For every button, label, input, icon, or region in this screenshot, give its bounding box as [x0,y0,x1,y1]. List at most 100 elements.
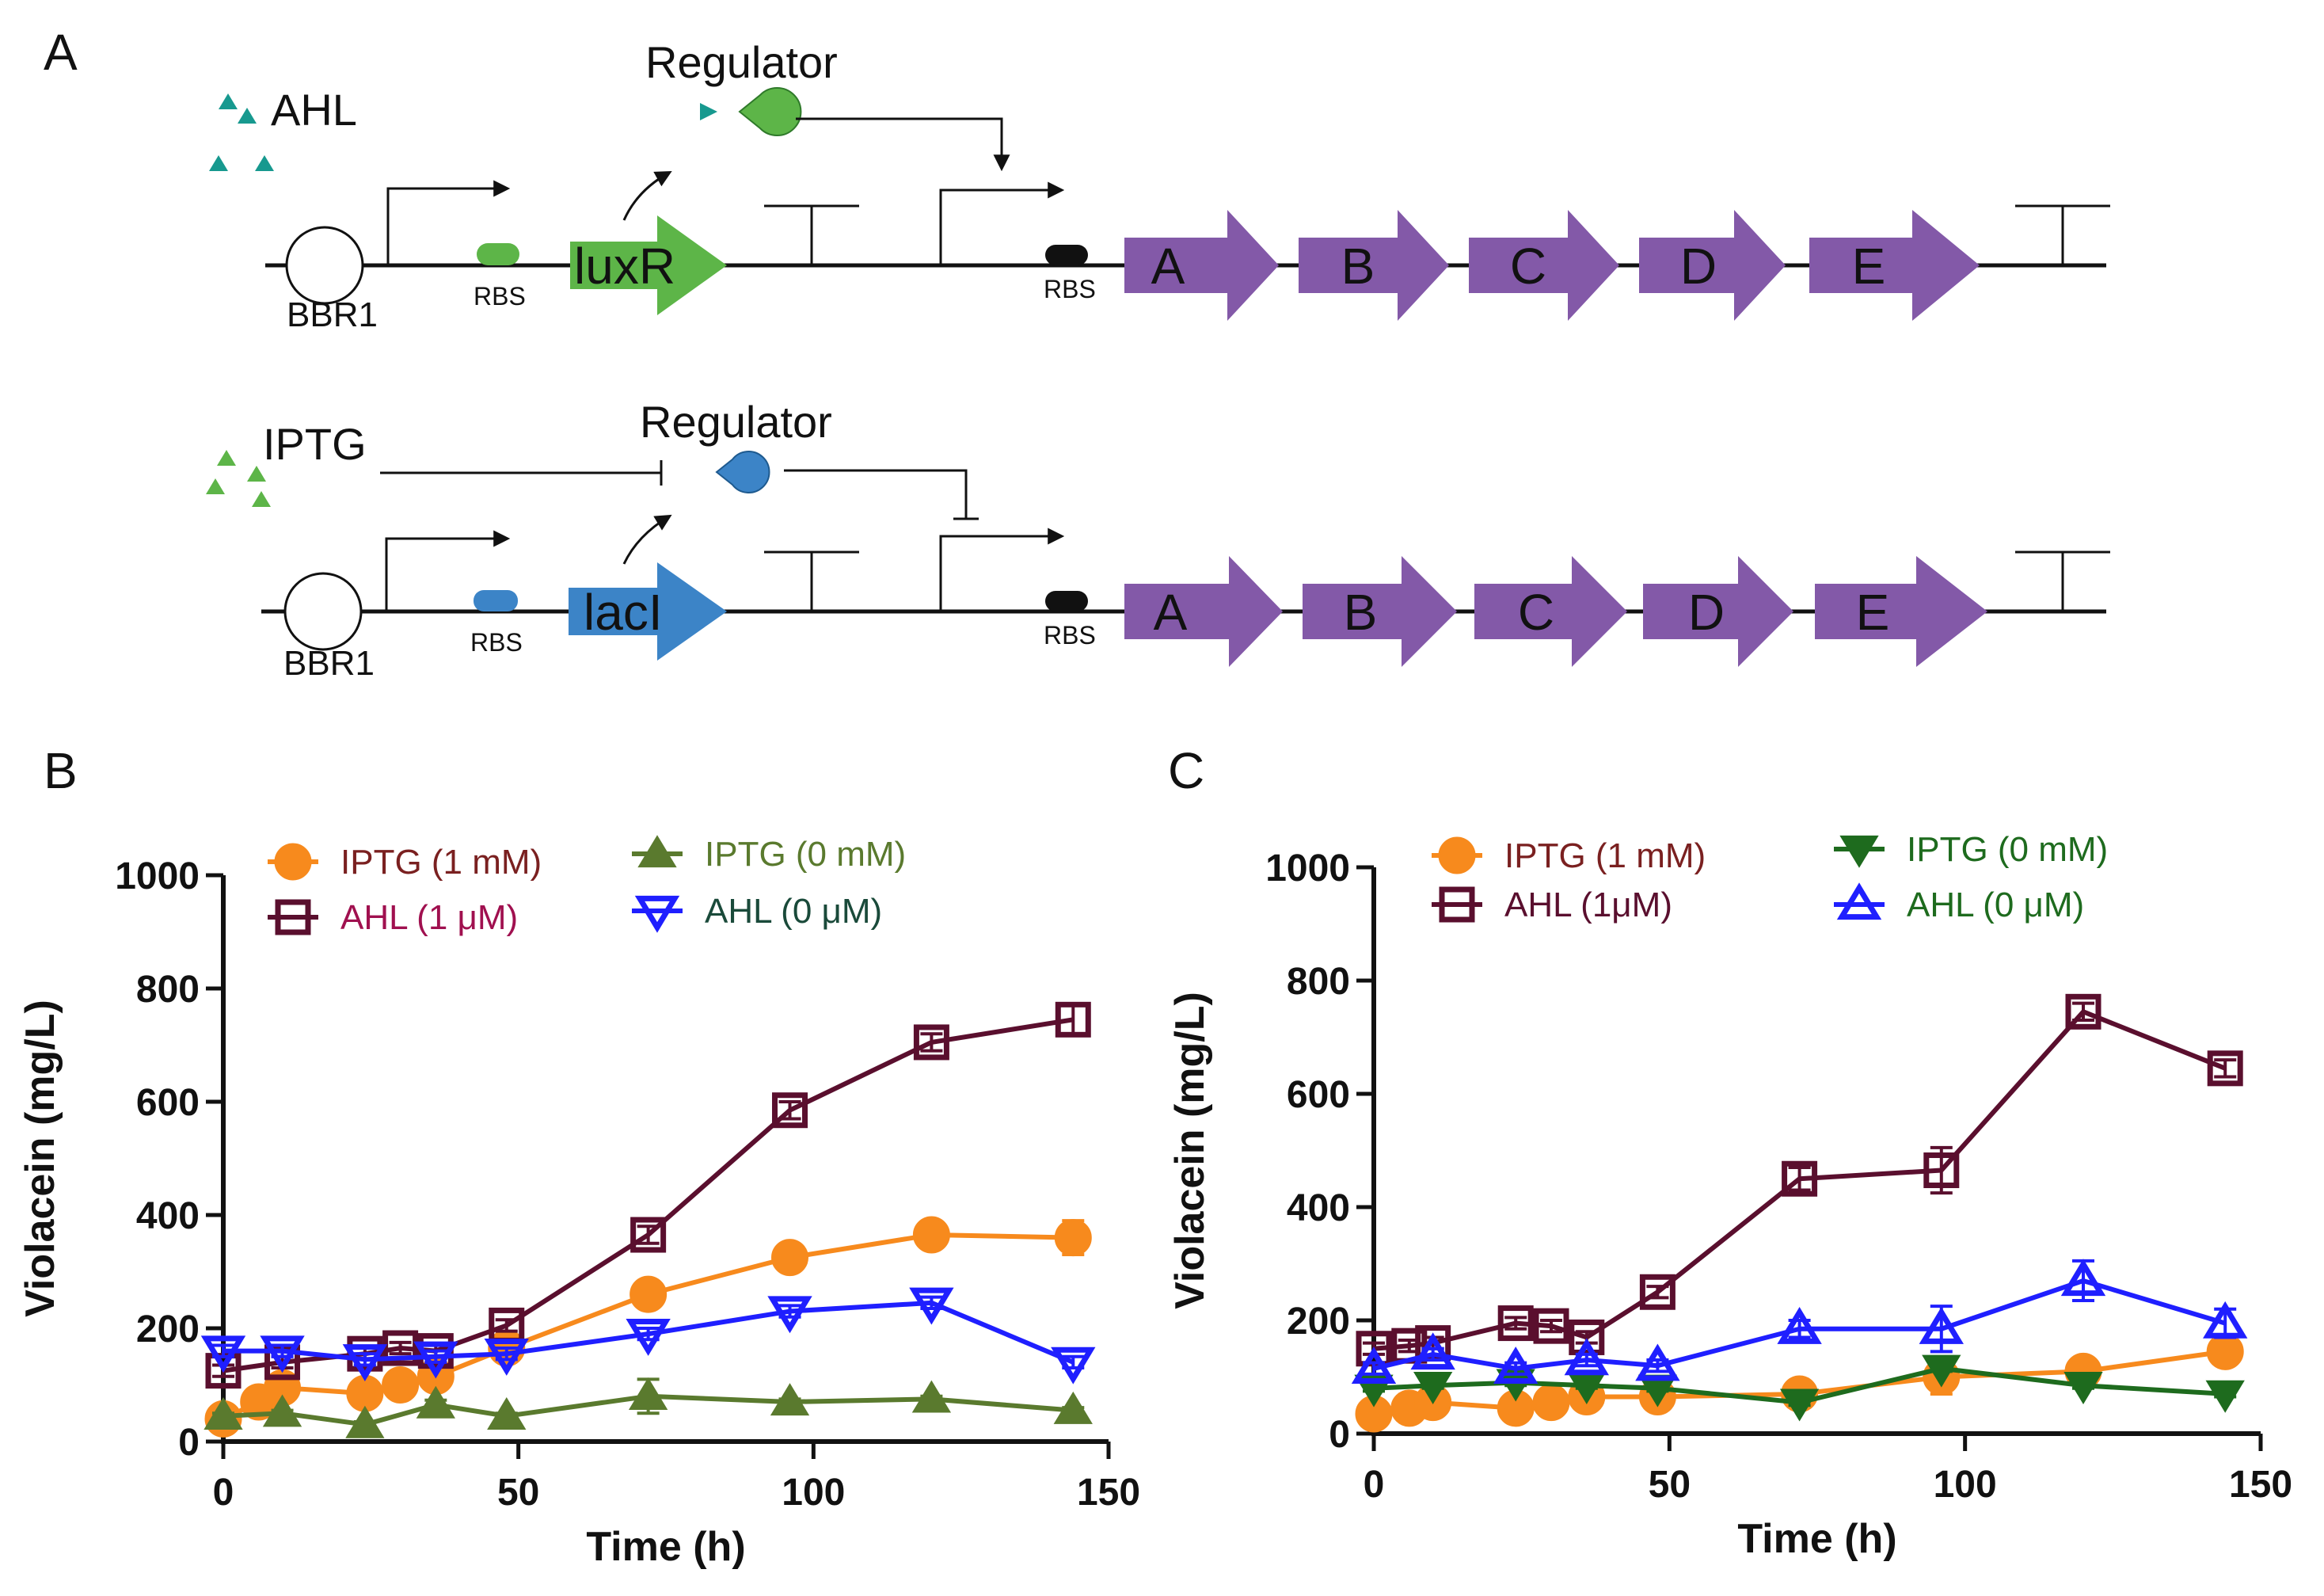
data-point-10 [2206,1332,2244,1370]
legend-label: AHL (0 μM) [705,892,882,931]
y-tick-label: 1000 [1265,848,1350,889]
legend-label: IPTG (1 mM) [340,843,542,882]
laci-regulator-protein-icon [715,451,770,493]
data-point-1 [1413,1372,1453,1405]
panel-label-a: A [44,24,78,81]
data-point-8 [1923,1152,1960,1189]
promoter-2a [385,530,511,611]
legend-label: AHL (1μM) [1504,886,1672,924]
panel-label-c: C [1168,742,1204,799]
panel-label-b: B [44,742,78,799]
data-point-legend [1839,835,1879,868]
regulator-label-1: Regulator [645,37,838,87]
data-point-6 [1922,1354,1961,1388]
gene-c-1 [1469,210,1619,321]
data-point-legend [1836,882,1882,920]
x-tick-label: 100 [1934,1464,1997,1506]
data-point-4 [1635,1343,1680,1381]
y-axis-label: Violacein (mg/L) [1167,992,1213,1309]
data-point-8 [1051,1347,1096,1385]
series-3 [200,1287,1096,1385]
data-point-6 [770,1383,810,1416]
data-point-3 [1564,1338,1609,1376]
data-point-legend [1439,886,1475,923]
data-point-4 [1532,1384,1570,1422]
ahl-inducer-label: AHL [271,85,357,135]
gene-d-label-1: D [1680,238,1717,295]
activation-arrow-1 [796,117,1010,172]
rbs-2b [1045,591,1088,611]
y-tick-label: 400 [136,1195,200,1237]
laci-gene [569,562,727,661]
data-point-3 [1497,1305,1534,1342]
data-point-7 [2060,1259,2106,1297]
data-point-7 [1782,1160,1818,1197]
data-point-6 [1639,1274,1675,1310]
repression-line-2 [784,469,979,520]
rbs-label-1a: RBS [474,282,526,310]
legend-entry-1: IPTG (0 mM) [1834,830,2108,869]
iptg-molecules-icon [206,450,271,507]
luxr-gene-label: luxR [574,238,675,295]
data-point-legend [1438,836,1476,874]
data-point-legend [274,843,312,881]
series-line [223,1300,1075,1365]
gene-e-label-1: E [1852,238,1886,295]
gene-d-label-2: D [1688,584,1725,641]
x-tick-label: 50 [497,1472,539,1514]
bbr1-origin-2 [283,572,363,651]
data-point-4 [382,1366,420,1404]
data-point-2 [1493,1347,1539,1384]
y-tick-label: 0 [1329,1414,1350,1456]
data-point-0 [200,1335,246,1373]
y-tick-label: 200 [1287,1301,1350,1343]
data-point-2 [345,1405,385,1438]
data-point-7 [772,1092,808,1129]
data-point-3 [382,1330,419,1366]
bbr1-label-1: BBR1 [287,295,378,334]
legend-entry-0: IPTG (1 mM) [1432,836,1706,875]
data-point-legend [275,899,311,935]
iptg-inhibition-line [380,460,663,486]
data-point-legend [637,835,677,868]
promoter-1a [386,180,511,265]
data-point-9 [912,1216,950,1254]
legend-label: IPTG (1 mM) [1504,836,1706,875]
gene-b-2 [1303,556,1457,667]
data-point-5 [1777,1307,1822,1344]
bbr1-origin-1 [285,226,364,305]
gene-e-2 [1815,556,1987,667]
laci-gene-label: lacI [584,584,663,641]
series-2 [1356,993,2243,1367]
data-point-4 [1533,1308,1569,1344]
data-point-5 [628,1377,668,1410]
expression-arrow-2 [622,514,672,565]
data-point-3 [416,1385,455,1419]
data-point-legend [634,895,680,933]
gene-c-2 [1474,556,1627,667]
legend-entry-3: AHL (0 μM) [1834,882,2084,924]
terminator-2a [764,550,859,611]
x-tick-label: 100 [782,1472,845,1514]
chart-panel-b: 0 200 400 600 800 1000 0 50 100 150 Time (h) Violac… [17,835,1140,1570]
y-tick-label: 800 [136,969,200,1011]
data-point-1 [260,1335,305,1373]
rbs-label-2a: RBS [470,628,523,657]
data-point-7 [629,1275,668,1313]
legend-label: IPTG (0 mM) [1907,830,2108,869]
series-3 [1351,1259,2248,1384]
rbs-label-2b: RBS [1044,621,1096,649]
data-point-10 [2207,1050,2243,1087]
gene-a-label-2: A [1154,584,1188,641]
chart-panel-c: 0 200 400 600 800 1000 0 50 100 150 Time (h) Violac… [1167,830,2292,1562]
gene-b-1 [1299,210,1449,321]
terminator-2b [2015,550,2110,611]
rbs-1b [1045,245,1088,265]
y-tick-label: 1000 [115,855,200,897]
rbs-2a [474,590,518,611]
expression-arrow-1 [622,170,672,221]
gene-a-2 [1124,556,1283,667]
data-point-5 [626,1318,671,1356]
series-1 [1354,1354,2245,1422]
luxr-gene [570,215,727,315]
